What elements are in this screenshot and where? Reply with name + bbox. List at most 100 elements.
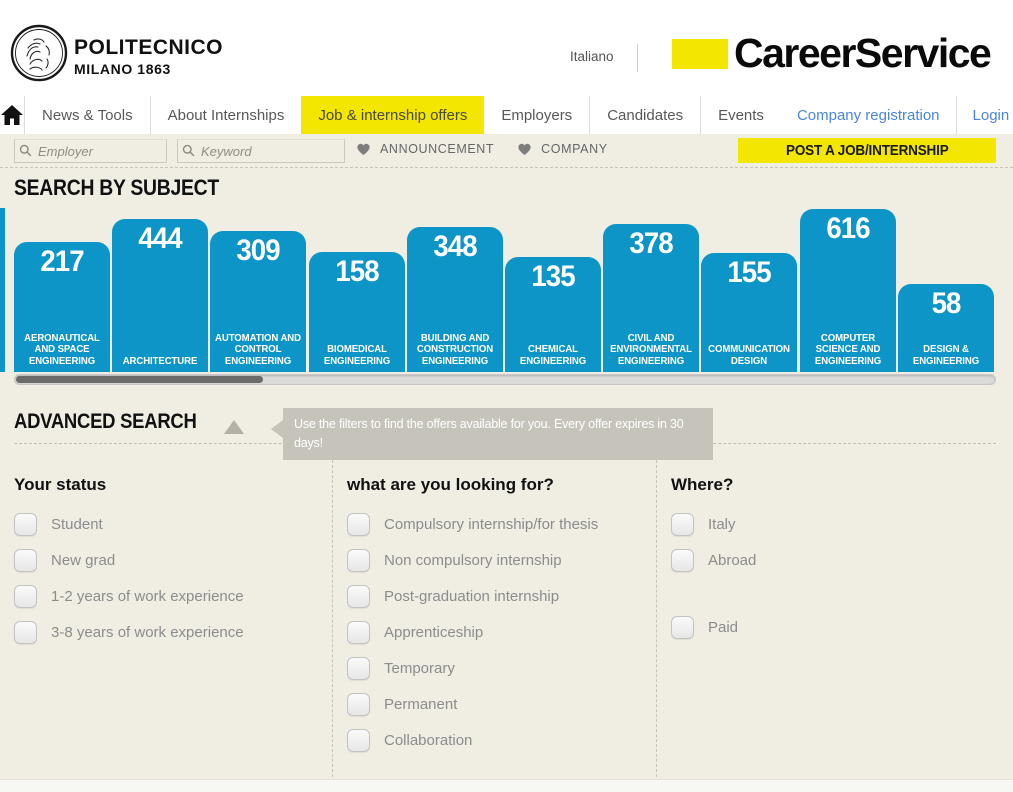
filter-option-apprenticeship[interactable]: Apprenticeship bbox=[347, 620, 648, 644]
checkbox-label: Student bbox=[51, 515, 103, 533]
filter-option-1-2-years-of-work-experience[interactable]: 1-2 years of work experience bbox=[14, 584, 324, 608]
filter-option-italy[interactable]: Italy bbox=[671, 512, 986, 536]
bar-value: 58 bbox=[931, 287, 962, 320]
checkbox-collaboration[interactable] bbox=[347, 728, 370, 752]
bar-value: 135 bbox=[531, 260, 575, 293]
filter-option-collaboration[interactable]: Collaboration bbox=[347, 728, 648, 752]
subject-bar-automation-and-control-engineering[interactable]: 309 AUTOMATION AND CONTROL ENGINEERING bbox=[210, 231, 306, 372]
nav-item-employers[interactable]: Employers bbox=[501, 106, 573, 124]
bar-category-label: ARCHITECTURE bbox=[122, 356, 198, 368]
search-by-subject-title: SEARCH BY SUBJECT bbox=[14, 175, 219, 200]
filter-option-paid[interactable]: Paid bbox=[671, 615, 986, 639]
keyword-input[interactable] bbox=[177, 139, 345, 163]
checkbox-italy[interactable] bbox=[671, 512, 694, 536]
subject-bar-civil-and-environmental-engineering[interactable]: 378 CIVIL AND ENVIRONMENTAL ENGINEERING bbox=[603, 224, 699, 372]
filter-column-your-status: Your status Student New grad 1-2 years of w… bbox=[14, 455, 324, 777]
checkbox-permanent[interactable] bbox=[347, 692, 370, 716]
search-icon bbox=[19, 144, 32, 157]
bar-value: 309 bbox=[236, 234, 280, 267]
filter-option-non-compulsory-internship[interactable]: Non compulsory internship bbox=[347, 548, 648, 572]
content: ANNOUNCEMENT COMPANY POST A JOB/INTERNSHI… bbox=[0, 134, 1013, 779]
triangle-up-icon[interactable] bbox=[224, 420, 244, 434]
nav-home[interactable] bbox=[0, 96, 24, 134]
logo-line1: POLITECNICO bbox=[74, 36, 224, 59]
chart-scrollbar-track[interactable] bbox=[14, 374, 996, 385]
filter-column-looking-for: what are you looking for? Compulsory inte… bbox=[332, 455, 648, 777]
keyword-search-field bbox=[177, 139, 345, 163]
checkbox-temporary[interactable] bbox=[347, 656, 370, 680]
language-link[interactable]: Italiano bbox=[570, 49, 614, 64]
checkbox-post-graduation-internship[interactable] bbox=[347, 584, 370, 608]
post-job-button[interactable]: POST A JOB/INTERNSHIP bbox=[738, 138, 996, 163]
filter-option-student[interactable]: Student bbox=[14, 512, 324, 536]
filter-column-where: Where? Italy Abroad Paid bbox=[656, 455, 986, 777]
nav-link-login[interactable]: Login bbox=[955, 96, 1013, 134]
favorites-toggles: ANNOUNCEMENT COMPANY bbox=[355, 141, 608, 156]
favorite-label: ANNOUNCEMENT bbox=[380, 141, 495, 156]
checkbox-label: Italy bbox=[708, 515, 736, 533]
bar-category-label: DESIGN & ENGINEERING bbox=[912, 344, 980, 368]
favorite-announcement[interactable]: ANNOUNCEMENT bbox=[355, 141, 494, 156]
checkbox-3-8-years-of-work-experience[interactable] bbox=[14, 620, 37, 644]
career-service-brand[interactable]: CareerService bbox=[734, 30, 992, 76]
employer-input[interactable] bbox=[14, 139, 167, 163]
logo-line2: MILANO 1863 bbox=[74, 61, 171, 77]
bar-value: 155 bbox=[727, 256, 771, 289]
checkbox-compulsory-internship-for-thesis[interactable] bbox=[347, 512, 370, 536]
bar-value: 378 bbox=[629, 227, 673, 260]
chart-scrollbar-thumb[interactable] bbox=[16, 376, 263, 383]
nav-right-links: Company registration Login bbox=[781, 96, 1013, 134]
subject-bar-aeronautical-and-space-engineering[interactable]: 217 AERONAUTICAL AND SPACE ENGINEERING bbox=[14, 242, 110, 372]
nav-link-company-registration[interactable]: Company registration bbox=[796, 106, 940, 124]
checkbox-label: Non compulsory internship bbox=[384, 551, 562, 569]
nav-item-job-internship-offers[interactable]: Job & internship offers bbox=[301, 96, 485, 134]
nav-items: News & Tools About Internships Job & inter… bbox=[24, 96, 781, 134]
nav-item-events[interactable]: Events bbox=[700, 96, 781, 134]
checkbox-apprenticeship[interactable] bbox=[347, 620, 370, 644]
heart-icon bbox=[518, 143, 531, 155]
filter-option-permanent[interactable]: Permanent bbox=[347, 692, 648, 716]
checkbox-label: 3-8 years of work experience bbox=[51, 623, 244, 641]
checkbox-abroad[interactable] bbox=[671, 548, 694, 572]
bar-category-label: BUILDING AND CONSTRUCTION ENGINEERING bbox=[416, 332, 494, 368]
checkbox-non-compulsory-internship[interactable] bbox=[347, 548, 370, 572]
checkbox-label: Paid bbox=[708, 618, 739, 636]
filter-option-abroad[interactable]: Abroad bbox=[671, 548, 986, 572]
nav-item-news-tools[interactable]: News & Tools bbox=[24, 96, 150, 134]
filter-option-post-graduation-internship[interactable]: Post-graduation internship bbox=[347, 584, 648, 608]
subject-bar-clipped[interactable] bbox=[0, 208, 5, 372]
bar-value: 616 bbox=[826, 212, 870, 245]
subject-bar-biomedical-engineering[interactable]: 158 BIOMEDICAL ENGINEERING bbox=[309, 252, 405, 372]
favorite-company[interactable]: COMPANY bbox=[516, 141, 607, 156]
filter-option-3-8-years-of-work-experience[interactable]: 3-8 years of work experience bbox=[14, 620, 324, 644]
advanced-search-tooltip: Use the filters to find the offers avail… bbox=[271, 408, 713, 460]
subject-bar-communication-design[interactable]: 155 COMMUNICATION DESIGN bbox=[701, 253, 797, 372]
subject-bar-computer-science-and-engineering[interactable]: 616 COMPUTER SCIENCE AND ENGINEERING bbox=[800, 209, 896, 372]
checkbox-1-2-years-of-work-experience[interactable] bbox=[14, 584, 37, 608]
checkbox-paid[interactable] bbox=[671, 615, 694, 639]
subject-bar-chemical-engineering[interactable]: 135 CHEMICAL ENGINEERING bbox=[505, 257, 601, 372]
politecnico-seal-icon[interactable] bbox=[10, 24, 68, 82]
politecnico-wordmark[interactable]: POLITECNICO MILANO 1863 bbox=[74, 36, 223, 77]
checkbox-new-grad[interactable] bbox=[14, 548, 37, 572]
favorite-label: COMPANY bbox=[541, 141, 608, 156]
subject-bar-architecture[interactable]: 444 ARCHITECTURE bbox=[112, 219, 208, 372]
footer-strip bbox=[0, 779, 1013, 792]
subject-bar-building-and-construction-engineering[interactable]: 348 BUILDING AND CONSTRUCTION ENGINEERING bbox=[407, 227, 503, 372]
nav-item-about-internships[interactable]: About Internships bbox=[149, 96, 302, 134]
bar-category-label: CHEMICAL ENGINEERING bbox=[519, 344, 587, 368]
brand-accent-block bbox=[672, 39, 728, 69]
checkbox-student[interactable] bbox=[14, 512, 37, 536]
nav-item-candidates[interactable]: Candidates bbox=[589, 96, 700, 134]
main-nav: News & Tools About Internships Job & inter… bbox=[0, 96, 1013, 134]
checkbox-label: Abroad bbox=[708, 551, 757, 569]
filter-option-temporary[interactable]: Temporary bbox=[347, 656, 648, 680]
search-icon bbox=[182, 144, 195, 157]
filter-option-new-grad[interactable]: New grad bbox=[14, 548, 324, 572]
filter-option-compulsory-internship-for-thesis[interactable]: Compulsory internship/for thesis bbox=[347, 512, 648, 536]
employer-search-field bbox=[14, 139, 167, 163]
bar-value: 444 bbox=[138, 222, 182, 255]
subject-bar-design-engineering[interactable]: 58 DESIGN & ENGINEERING bbox=[898, 284, 994, 372]
bar-value: 348 bbox=[433, 230, 477, 263]
